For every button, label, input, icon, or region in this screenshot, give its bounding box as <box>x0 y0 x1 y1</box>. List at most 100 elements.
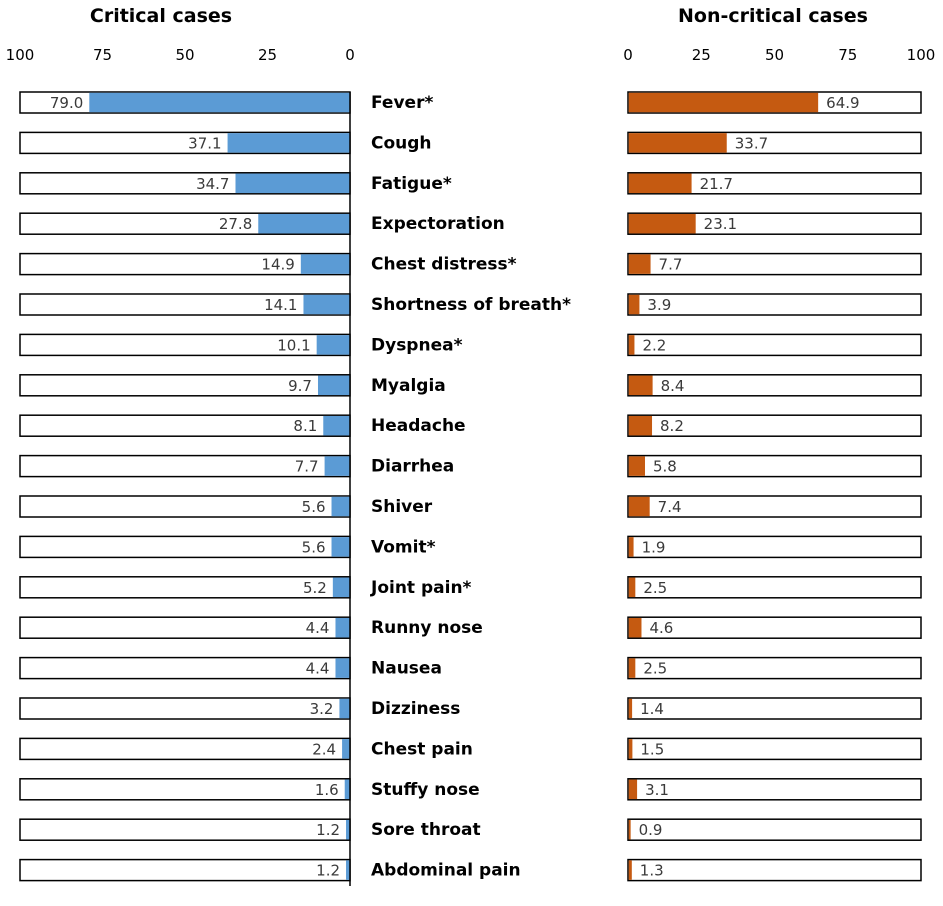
noncritical-bar <box>628 335 635 355</box>
noncritical-value-label: 21.7 <box>700 175 733 193</box>
chart-row: 10.1 Dyspnea* 2.2 <box>19 333 922 357</box>
noncritical-bar <box>628 213 696 234</box>
critical-bar-frame <box>19 778 351 801</box>
noncritical-tick-label: 25 <box>692 46 711 64</box>
noncritical-value-label: 0.9 <box>639 821 663 839</box>
critical-bar <box>323 415 350 436</box>
critical-value-label: 9.7 <box>288 377 312 395</box>
critical-bar <box>339 698 350 719</box>
critical-value-label: 7.7 <box>295 458 319 476</box>
chart-row: 37.1 Cough 33.7 <box>19 131 922 155</box>
noncritical-bar-frame <box>627 576 922 599</box>
noncritical-bar-frame <box>627 333 922 357</box>
category-label: Vomit* <box>371 537 436 557</box>
noncritical-bar <box>628 537 634 557</box>
critical-tick-label: 25 <box>258 46 277 64</box>
noncritical-tick-label: 100 <box>907 46 936 64</box>
critical-bar-frame <box>19 616 351 639</box>
critical-tick-label: 0 <box>345 46 355 64</box>
chart-row: 1.2 Abdominal pain 1.3 <box>19 858 922 882</box>
noncritical-bar <box>628 92 819 113</box>
noncritical-bar <box>628 133 727 153</box>
noncritical-bar-frame <box>627 778 922 801</box>
category-label: Headache <box>371 416 466 436</box>
critical-value-label: 4.4 <box>306 619 330 637</box>
category-label: Abdominal pain <box>371 861 521 881</box>
chart-row: 4.4 Nausea 2.5 <box>19 656 922 680</box>
critical-tick-label: 50 <box>175 46 194 64</box>
noncritical-bar <box>628 173 692 194</box>
chart-row: 3.2 Dizziness 1.4 <box>19 697 922 720</box>
noncritical-bar <box>628 860 632 880</box>
chart-rows: 79.0 Fever* 64.9 37.1 Cough 33.7 34.7 Fatigue* 2… <box>19 91 922 882</box>
critical-bar <box>316 335 350 355</box>
critical-bar-frame <box>19 535 351 559</box>
critical-bar <box>300 254 350 274</box>
chart-row: 27.8 Expectoration 23.1 <box>19 212 922 235</box>
noncritical-value-label: 8.2 <box>660 417 684 435</box>
critical-value-label: 10.1 <box>277 336 310 354</box>
noncritical-bar-frame <box>627 737 922 761</box>
critical-value-label: 8.1 <box>293 417 317 435</box>
critical-bar <box>335 617 350 638</box>
category-label: Dyspnea* <box>371 335 463 355</box>
chart-row: 14.1 Shortness of breath* 3.9 <box>19 293 922 316</box>
critical-bar <box>346 860 350 880</box>
chart-row: 14.9 Chest distress* 7.7 <box>19 252 922 276</box>
noncritical-tick-label: 0 <box>623 46 633 64</box>
critical-bar-frame <box>19 293 351 316</box>
critical-bar <box>227 133 350 153</box>
critical-value-label: 14.1 <box>264 296 297 314</box>
noncritical-bar <box>628 779 638 800</box>
critical-bar <box>258 213 350 234</box>
category-label: Fatigue* <box>371 174 452 194</box>
category-label: Nausea <box>371 659 442 679</box>
critical-bar <box>89 92 351 113</box>
critical-bar <box>346 819 350 840</box>
noncritical-value-label: 7.4 <box>658 498 682 516</box>
critical-value-label: 14.9 <box>261 256 294 274</box>
noncritical-value-label: 2.2 <box>642 336 666 354</box>
category-label: Runny nose <box>371 618 483 638</box>
critical-value-label: 3.2 <box>310 700 334 718</box>
noncritical-value-label: 3.1 <box>645 781 669 799</box>
critical-bar <box>335 658 350 678</box>
noncritical-value-label: 5.8 <box>653 458 677 476</box>
noncritical-bar-frame <box>627 616 922 639</box>
noncritical-bar <box>628 819 631 840</box>
critical-bar-frame <box>19 576 351 599</box>
category-label: Diarrhea <box>371 457 454 477</box>
noncritical-value-label: 4.6 <box>649 619 673 637</box>
chart-row: 4.4 Runny nose 4.6 <box>19 616 922 639</box>
noncritical-value-label: 1.4 <box>640 700 664 718</box>
critical-bar <box>317 375 350 396</box>
noncritical-value-label: 1.5 <box>640 740 664 758</box>
critical-bar-frame <box>19 252 351 276</box>
critical-value-label: 5.6 <box>302 498 326 516</box>
chart-row: 5.6 Shiver 7.4 <box>19 495 922 518</box>
category-label: Chest pain <box>371 739 473 759</box>
critical-bar-frame <box>19 656 351 680</box>
noncritical-bar-frame <box>627 252 922 276</box>
noncritical-panel-title: Non-critical cases <box>678 5 868 27</box>
noncritical-bar <box>628 254 651 274</box>
noncritical-bar-frame <box>627 495 922 518</box>
noncritical-value-label: 7.7 <box>659 256 683 274</box>
noncritical-value-label: 2.5 <box>643 660 667 678</box>
critical-bar <box>342 739 350 759</box>
critical-bar-frame <box>19 818 351 841</box>
critical-value-label: 79.0 <box>50 94 83 112</box>
noncritical-bar <box>628 294 640 315</box>
noncritical-bar <box>628 739 633 759</box>
critical-bar-frame <box>19 697 351 720</box>
category-label: Joint pain* <box>370 578 472 598</box>
noncritical-tick-label: 50 <box>765 46 784 64</box>
category-label: Shortness of breath* <box>371 295 571 315</box>
chart-row: 2.4 Chest pain 1.5 <box>19 737 922 761</box>
chart-row: 8.1 Headache 8.2 <box>19 414 922 437</box>
category-label: Fever* <box>371 93 433 113</box>
critical-value-label: 27.8 <box>219 215 252 233</box>
noncritical-bar <box>628 415 653 436</box>
critical-bar <box>331 496 350 517</box>
critical-bar-frame <box>19 495 351 518</box>
